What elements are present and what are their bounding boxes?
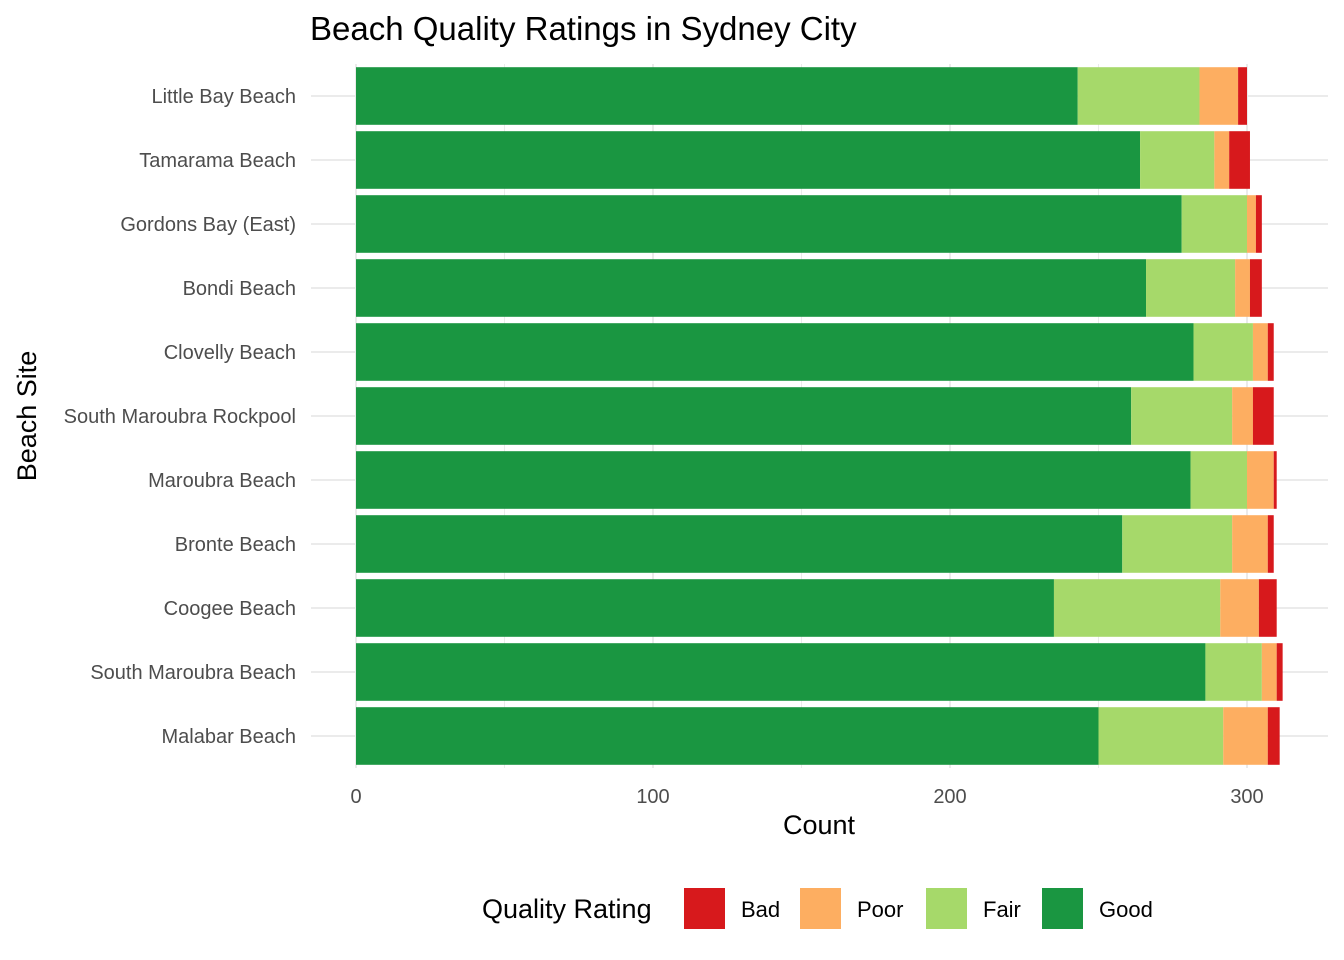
bar-fair-gordons-bay-east: [1181, 195, 1247, 253]
x-tick-label: 200: [933, 786, 966, 808]
bar-bad-coogee-beach: [1258, 579, 1277, 637]
bar-good-little-bay-beach: [356, 67, 1078, 125]
legend-label-bad: Bad: [741, 897, 780, 922]
bar-bad-bronte-beach: [1267, 515, 1274, 573]
bar-poor-bondi-beach: [1235, 259, 1250, 317]
bar-fair-coogee-beach: [1053, 579, 1221, 637]
y-tick-labels: Little Bay Beach Tamarama Beach Gordons Ba…: [64, 86, 296, 748]
bar-poor-bronte-beach: [1232, 515, 1268, 573]
legend-key-good: [1042, 888, 1083, 929]
bar-good-maroubra-beach: [356, 451, 1191, 509]
bar-fair-malabar-beach: [1098, 707, 1224, 765]
y-tick-label: Tamarama Beach: [139, 150, 296, 172]
bar-poor-south-maroubra-beach: [1261, 643, 1277, 701]
bar-good-south-maroubra-rockpool: [356, 387, 1132, 445]
y-tick-label: Clovelly Beach: [164, 342, 296, 364]
y-axis-title: Beach Site: [12, 351, 42, 482]
x-axis-title: Count: [783, 810, 856, 840]
legend-key-bad: [684, 888, 725, 929]
bar-poor-clovelly-beach: [1252, 323, 1268, 381]
legend-label-poor: Poor: [857, 897, 903, 922]
y-tick-label: South Maroubra Rockpool: [64, 406, 296, 428]
bar-fair-south-maroubra-rockpool: [1131, 387, 1233, 445]
bar-poor-maroubra-beach: [1247, 451, 1274, 509]
bar-bad-south-maroubra-beach: [1276, 643, 1283, 701]
y-tick-label: Maroubra Beach: [148, 470, 296, 492]
bar-fair-south-maroubra-beach: [1205, 643, 1262, 701]
y-tick-label: Bronte Beach: [175, 534, 296, 556]
y-tick-label: Bondi Beach: [183, 278, 296, 300]
bar-bad-bondi-beach: [1249, 259, 1262, 317]
bar-poor-malabar-beach: [1223, 707, 1268, 765]
legend-label-good: Good: [1099, 897, 1153, 922]
bar-good-malabar-beach: [356, 707, 1099, 765]
bar-bad-south-maroubra-rockpool: [1252, 387, 1274, 445]
chart-title: Beach Quality Ratings in Sydney City: [310, 10, 857, 47]
bar-good-tamarama-beach: [356, 131, 1141, 189]
bar-poor-tamarama-beach: [1214, 131, 1230, 189]
bar-good-gordons-bay-east: [356, 195, 1182, 253]
y-tick-label: Gordons Bay (East): [120, 214, 296, 236]
bar-bad-clovelly-beach: [1267, 323, 1274, 381]
bar-fair-bronte-beach: [1122, 515, 1233, 573]
bar-bad-tamarama-beach: [1229, 131, 1250, 189]
bar-bad-gordons-bay-east: [1255, 195, 1262, 253]
x-tick-label: 100: [636, 786, 669, 808]
y-tick-label: Little Bay Beach: [151, 86, 296, 108]
bar-fair-little-bay-beach: [1077, 67, 1200, 125]
bar-poor-coogee-beach: [1220, 579, 1259, 637]
y-tick-label: South Maroubra Beach: [90, 662, 296, 684]
x-tick-labels: 0 100 200 300: [350, 786, 1263, 808]
bar-good-south-maroubra-beach: [356, 643, 1206, 701]
bar-bad-little-bay-beach: [1238, 67, 1247, 125]
bar-poor-south-maroubra-rockpool: [1232, 387, 1253, 445]
x-tick-label: 300: [1230, 786, 1263, 808]
bar-good-bondi-beach: [356, 259, 1147, 317]
bar-good-clovelly-beach: [356, 323, 1194, 381]
y-tick-label: Malabar Beach: [161, 726, 296, 748]
bar-bad-malabar-beach: [1267, 707, 1280, 765]
legend-key-fair: [926, 888, 967, 929]
bar-fair-maroubra-beach: [1190, 451, 1247, 509]
bar-poor-gordons-bay-east: [1247, 195, 1256, 253]
bar-bad-maroubra-beach: [1273, 451, 1277, 509]
bar-fair-tamarama-beach: [1140, 131, 1215, 189]
bar-poor-little-bay-beach: [1199, 67, 1239, 125]
x-tick-label: 0: [350, 786, 361, 808]
y-tick-label: Coogee Beach: [164, 598, 296, 620]
bars: [356, 67, 1283, 765]
legend-title: Quality Rating: [482, 894, 652, 924]
bar-good-coogee-beach: [356, 579, 1054, 637]
bar-fair-bondi-beach: [1146, 259, 1236, 317]
legend: Quality Rating Bad Poor Fair Good: [482, 888, 1153, 929]
legend-label-fair: Fair: [983, 897, 1021, 922]
bar-fair-clovelly-beach: [1193, 323, 1253, 381]
bar-good-bronte-beach: [356, 515, 1123, 573]
legend-key-poor: [800, 888, 841, 929]
